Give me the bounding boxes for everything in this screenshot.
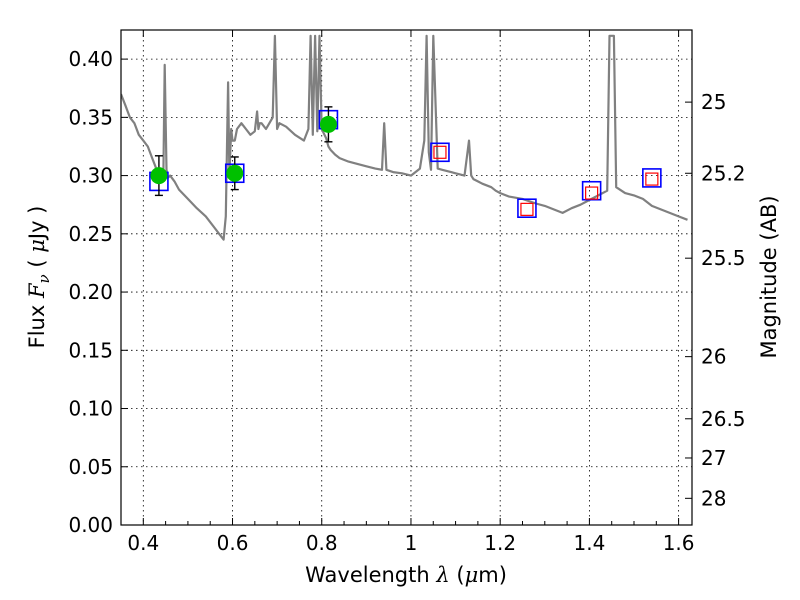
spectrum-line <box>121 36 688 240</box>
model-spectrum <box>121 36 688 240</box>
y2-tick-label: 26.5 <box>701 407 746 431</box>
y-tick-label: 0.30 <box>68 164 113 188</box>
x-axis-label-unit-open: ( <box>456 563 464 587</box>
y-tick-label: 0.15 <box>68 338 113 362</box>
y-axis-label-prefix: Flux <box>25 305 49 349</box>
x-tick-label: 1.2 <box>484 531 516 555</box>
y2-tick-label: 27 <box>701 446 726 470</box>
axis-ticks: 0.4 0.6 0.8 1 1.2 1.4 1.6 0.00 0.05 0.10 0.15 0.20 0… <box>68 30 745 555</box>
observed-point <box>320 116 337 133</box>
y-axis-label-subscript: ν <box>35 274 53 283</box>
y2-tick-label: 28 <box>701 486 726 510</box>
y-tick-label: 0.35 <box>68 105 113 129</box>
observed-point <box>150 167 167 184</box>
y-tick-label: 0.05 <box>68 455 113 479</box>
y-tick-label: 0.00 <box>68 513 113 537</box>
y2-tick-label: 25.5 <box>701 246 746 270</box>
x-axis-label-prefix: Wavelength <box>305 563 430 587</box>
y2-tick-label: 26 <box>701 345 726 369</box>
x-axis-label-symbol: λ <box>435 563 449 587</box>
y-axis-label-unit-rest: Jy ) <box>25 206 49 242</box>
x-tick-label: 0.4 <box>127 531 159 555</box>
x-axis-label-unit-rest: m) <box>478 563 507 587</box>
nir-inner-box <box>434 146 446 158</box>
nir-inner-box <box>646 173 658 185</box>
y2-axis-label: Magnitude (AB) <box>757 195 781 358</box>
x-tick-label: 0.8 <box>306 531 338 555</box>
y-axis-label-symbol: F <box>25 282 49 299</box>
nir-inner-box <box>521 203 533 215</box>
observed-point <box>226 165 243 182</box>
x-tick-label: 0.6 <box>217 531 249 555</box>
x-axis-label-unit-mu: μ <box>465 563 479 587</box>
y2-tick-label: 25.2 <box>701 161 746 185</box>
y2-tick-label: 25 <box>701 90 726 114</box>
y-axis-label-unit-open: ( <box>25 259 49 267</box>
plot-frame <box>121 30 692 525</box>
y-tick-label: 0.10 <box>68 397 113 421</box>
y-axis-label-unit-mu: μ <box>25 239 49 253</box>
y-tick-label: 0.25 <box>68 222 113 246</box>
y-tick-label: 0.40 <box>68 47 113 71</box>
x-tick-label: 1 <box>405 531 418 555</box>
x-tick-label: 1.4 <box>573 531 605 555</box>
y-axis-label: Flux Fν ( μJy ) <box>25 206 53 349</box>
y-tick-label: 0.20 <box>68 280 113 304</box>
x-axis-label: Wavelength λ (μm) <box>305 563 507 587</box>
x-tick-label: 1.6 <box>663 531 695 555</box>
grid <box>121 30 692 525</box>
